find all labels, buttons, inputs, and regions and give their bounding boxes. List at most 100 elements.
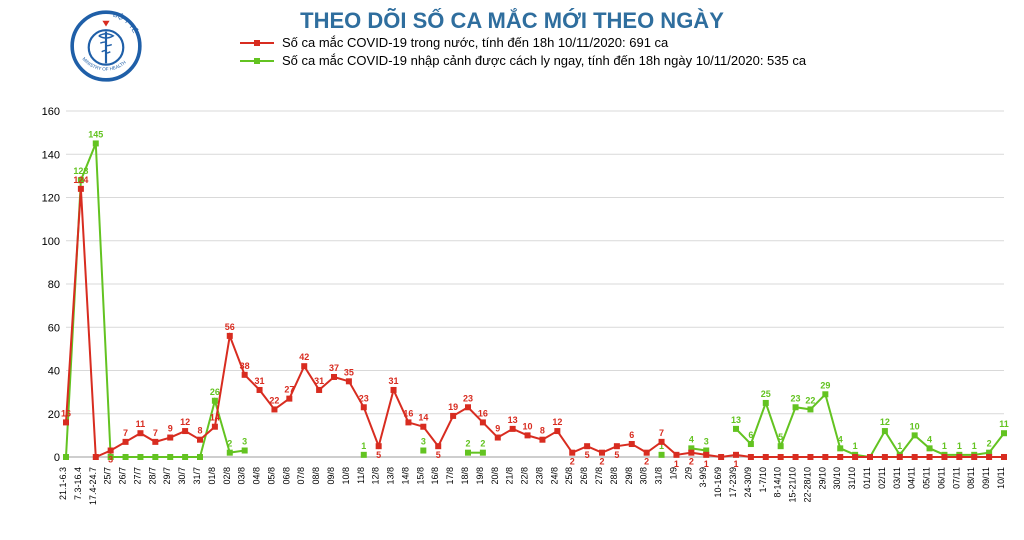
svg-text:24/8: 24/8 [549, 467, 559, 485]
svg-text:40: 40 [48, 366, 60, 378]
svg-text:1: 1 [853, 441, 858, 451]
svg-text:25: 25 [761, 389, 771, 399]
svg-text:160: 160 [42, 106, 60, 118]
svg-text:140: 140 [42, 149, 60, 161]
svg-text:19: 19 [448, 402, 458, 412]
svg-text:4: 4 [838, 434, 843, 444]
svg-text:7: 7 [659, 428, 664, 438]
svg-text:11: 11 [999, 419, 1009, 429]
legend: Số ca mắc COVID-19 trong nước, tính đến … [240, 34, 806, 70]
svg-text:60: 60 [48, 322, 60, 334]
chart-title: THEO DÕI SỐ CA MẮC MỚI THEO NGÀY [0, 8, 1024, 34]
svg-text:28/8: 28/8 [609, 467, 619, 485]
svg-text:1: 1 [942, 441, 947, 451]
svg-text:08/11: 08/11 [966, 467, 976, 489]
legend-marker-imported [240, 56, 274, 66]
svg-text:31: 31 [255, 376, 265, 386]
svg-text:05/8: 05/8 [266, 467, 276, 485]
svg-text:15-21/10: 15-21/10 [788, 467, 798, 503]
svg-text:17/8: 17/8 [445, 467, 455, 485]
svg-text:29/10: 29/10 [817, 467, 827, 490]
svg-text:12: 12 [880, 417, 890, 427]
svg-text:8: 8 [540, 426, 545, 436]
svg-text:37: 37 [329, 363, 339, 373]
svg-text:28/7: 28/7 [147, 467, 157, 485]
svg-text:31: 31 [389, 376, 399, 386]
svg-text:6: 6 [629, 430, 634, 440]
svg-text:17.4-24.7: 17.4-24.7 [88, 467, 98, 505]
svg-text:06/8: 06/8 [281, 467, 291, 485]
svg-text:03/8: 03/8 [237, 467, 247, 485]
svg-text:15/8: 15/8 [415, 467, 425, 485]
svg-text:05/11: 05/11 [922, 467, 932, 489]
svg-text:2/9: 2/9 [683, 467, 693, 480]
svg-text:12: 12 [180, 417, 190, 427]
legend-item-domestic: Số ca mắc COVID-19 trong nước, tính đến … [240, 34, 806, 52]
svg-text:10-16/9: 10-16/9 [713, 467, 723, 498]
svg-text:16: 16 [403, 408, 413, 418]
svg-text:11: 11 [136, 419, 146, 429]
svg-text:1: 1 [361, 441, 366, 451]
svg-text:2: 2 [689, 457, 694, 467]
svg-text:3: 3 [108, 455, 113, 465]
svg-text:09/11: 09/11 [981, 467, 991, 489]
svg-text:25/8: 25/8 [564, 467, 574, 485]
svg-text:22-28/10: 22-28/10 [802, 467, 812, 503]
chart-container: BỘ Y TẾMINISTRY OF HEALTH THEO DÕI SỐ CA… [0, 0, 1024, 540]
svg-text:1: 1 [972, 441, 977, 451]
svg-text:27: 27 [284, 385, 294, 395]
svg-text:2: 2 [987, 439, 992, 449]
svg-text:13: 13 [731, 415, 741, 425]
svg-text:16/8: 16/8 [430, 467, 440, 485]
svg-text:14/8: 14/8 [400, 467, 410, 485]
svg-text:04/11: 04/11 [907, 467, 917, 489]
line-chart: 02040608010012014016021.1-6.37.3-16.417.… [40, 105, 1010, 535]
svg-text:10/8: 10/8 [341, 467, 351, 485]
svg-text:5: 5 [614, 450, 619, 460]
svg-text:56: 56 [225, 322, 235, 332]
svg-text:1/9: 1/9 [668, 467, 678, 480]
svg-text:09/8: 09/8 [326, 467, 336, 485]
svg-text:1: 1 [897, 441, 902, 451]
svg-text:26: 26 [210, 387, 220, 397]
svg-text:26/7: 26/7 [118, 467, 128, 485]
svg-text:23: 23 [463, 393, 473, 403]
svg-text:16: 16 [478, 408, 488, 418]
svg-text:24-30/9: 24-30/9 [743, 467, 753, 498]
svg-text:4: 4 [927, 434, 932, 444]
svg-text:10/11: 10/11 [996, 467, 1006, 489]
svg-text:31/8: 31/8 [654, 467, 664, 485]
svg-text:5: 5 [585, 450, 590, 460]
svg-text:145: 145 [88, 129, 103, 139]
legend-label-imported: Số ca mắc COVID-19 nhập cảnh được cách l… [282, 52, 806, 70]
svg-text:3: 3 [421, 437, 426, 447]
svg-text:27/7: 27/7 [132, 467, 142, 485]
svg-text:22/8: 22/8 [520, 467, 530, 485]
svg-text:35: 35 [344, 367, 354, 377]
svg-text:22: 22 [269, 395, 279, 405]
svg-text:7: 7 [123, 428, 128, 438]
svg-text:120: 120 [42, 193, 60, 205]
legend-item-imported: Số ca mắc COVID-19 nhập cảnh được cách l… [240, 52, 806, 70]
svg-text:22: 22 [805, 395, 815, 405]
svg-text:2: 2 [227, 439, 232, 449]
svg-text:08/8: 08/8 [311, 467, 321, 485]
svg-text:21/8: 21/8 [505, 467, 515, 485]
legend-marker-domestic [240, 38, 274, 48]
svg-text:4: 4 [689, 434, 694, 444]
svg-text:5: 5 [778, 432, 783, 442]
svg-text:29/7: 29/7 [162, 467, 172, 485]
svg-text:100: 100 [42, 236, 60, 248]
svg-text:2: 2 [465, 439, 470, 449]
svg-text:02/8: 02/8 [222, 467, 232, 485]
svg-text:3-9/9: 3-9/9 [698, 467, 708, 488]
svg-text:23/8: 23/8 [534, 467, 544, 485]
svg-text:1: 1 [733, 459, 738, 469]
svg-text:7.3-16.4: 7.3-16.4 [73, 467, 83, 500]
svg-text:02/11: 02/11 [877, 467, 887, 489]
svg-text:2: 2 [480, 439, 485, 449]
svg-text:20/8: 20/8 [490, 467, 500, 485]
svg-text:29: 29 [820, 380, 830, 390]
svg-text:3: 3 [704, 437, 709, 447]
svg-text:01/8: 01/8 [207, 467, 217, 485]
